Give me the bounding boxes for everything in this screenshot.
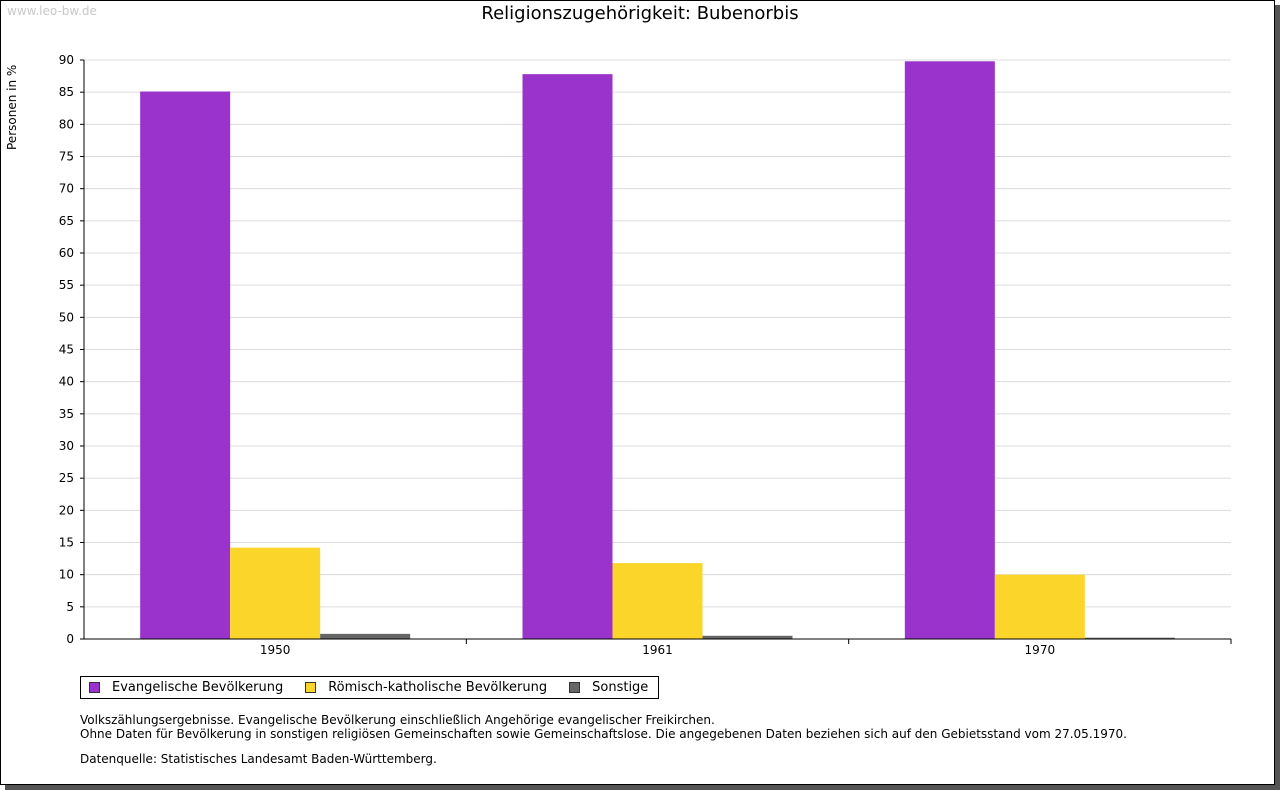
y-tick-label: 90 [59, 53, 74, 67]
y-tick-label: 85 [59, 85, 74, 99]
legend: Evangelische Bevölkerung Römisch-katholis… [80, 676, 660, 699]
y-tick-labels: 0 5 10 15 20 25 30 35 40 45 50 55 60 65 70 75 80 85 90 [59, 53, 74, 646]
legend-swatch [569, 682, 581, 693]
legend-swatch [305, 682, 317, 693]
y-tick-label: 30 [59, 439, 74, 453]
y-tick-label: 65 [59, 214, 74, 228]
axes [80, 59, 1232, 644]
y-tick-label: 20 [59, 503, 74, 517]
bar [140, 91, 231, 640]
bars [140, 61, 1175, 640]
legend-label: Evangelische Bevölkerung [112, 680, 284, 695]
legend-label: Sonstige [592, 680, 649, 695]
x-tick-label: 1950 [260, 643, 291, 657]
legend-swatch [89, 682, 100, 693]
bar [904, 61, 995, 639]
legend-item: Sonstige [569, 680, 648, 695]
y-tick-label: 35 [59, 407, 74, 421]
y-tick-label: 80 [59, 117, 74, 131]
bar [702, 635, 793, 639]
bar [320, 633, 411, 639]
notes: Volkszählungsergebnisse. Evangelische Be… [80, 713, 1127, 741]
y-tick-label: 75 [59, 150, 74, 164]
chart-title: Religionszugehörigkeit: Bubenorbis [481, 3, 799, 24]
grid-lines [84, 59, 1231, 608]
legend-item: Römisch-katholische Bevölkerung [305, 680, 547, 695]
bar [1084, 637, 1175, 639]
y-tick-label: 70 [59, 182, 74, 196]
y-tick-label: 25 [59, 471, 74, 485]
x-tick-label: 1970 [1025, 643, 1056, 657]
note-line-2: Ohne Daten für Bevölkerung in sonstigen … [80, 727, 1127, 741]
x-tick-labels: 1950 1961 1970 [260, 643, 1055, 657]
y-tick-label: 5 [66, 600, 74, 614]
y-tick-label: 55 [59, 278, 74, 292]
note-line-1: Volkszählungsergebnisse. Evangelische Be… [80, 713, 715, 727]
y-tick-label: 60 [59, 246, 74, 260]
watermark: www.leo-bw.de [7, 4, 97, 18]
legend-label: Römisch-katholische Bevölkerung [328, 680, 548, 695]
bar [230, 547, 321, 639]
y-tick-label: 0 [66, 632, 74, 646]
data-source: Datenquelle: Statistisches Landesamt Bad… [80, 752, 437, 766]
y-tick-label: 45 [59, 343, 74, 357]
y-tick-label: 40 [59, 375, 74, 389]
legend-item: Evangelische Bevölkerung [89, 680, 283, 695]
bar [994, 574, 1085, 639]
y-tick-label: 15 [59, 536, 74, 550]
y-tick-label: 10 [59, 568, 74, 582]
bar [522, 74, 613, 640]
bar [612, 563, 703, 639]
chart-plot: 0 5 10 15 20 25 30 35 40 45 50 55 60 65 70 75 80 85 90 195… [59, 53, 1232, 657]
y-tick-label: 50 [59, 310, 74, 324]
x-tick-label: 1961 [642, 643, 673, 657]
